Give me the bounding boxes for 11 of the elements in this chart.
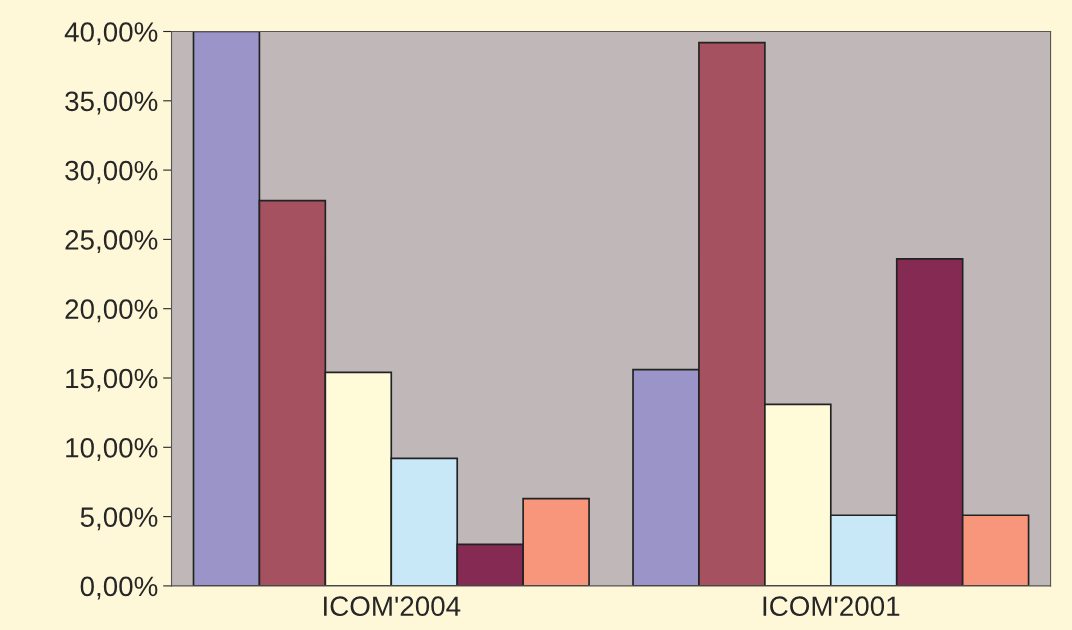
y-tick-label: 30,00%	[65, 160, 158, 184]
y-tick-label: 25,00%	[65, 230, 158, 254]
y-tick-label: 10,00%	[66, 437, 158, 461]
y-tick-label: 20,00%	[65, 299, 158, 323]
y-tick-label: 35,00%	[65, 91, 158, 115]
y-tick-label: 40,00%	[64, 22, 158, 46]
y-tick-label: 15,00%	[66, 368, 158, 392]
x-tick-label: ICOM'2004	[324, 596, 461, 617]
y-tick-label: 0,00%	[80, 576, 158, 600]
x-tick-label: ICOM'2001	[763, 596, 900, 617]
y-tick-label: 5,00%	[80, 507, 158, 531]
